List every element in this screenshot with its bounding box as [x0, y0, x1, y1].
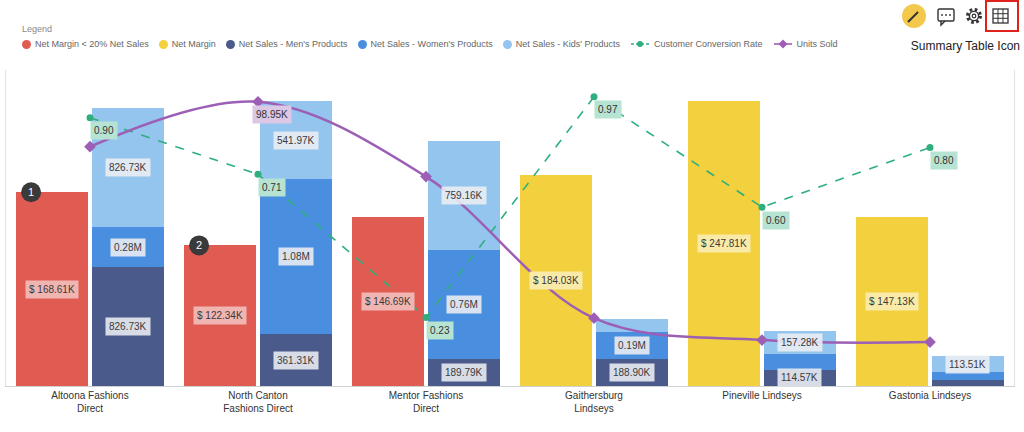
svg-text:$ 146.69K: $ 146.69K [365, 296, 411, 307]
svg-text:189.79K: 189.79K [445, 367, 483, 378]
svg-text:1.08M: 1.08M [282, 251, 310, 262]
svg-text:361.31K: 361.31K [277, 355, 315, 366]
svg-text:759.16K: 759.16K [445, 190, 483, 201]
html-text:Net Sales - Kids' Products: Net Sales - Kids' Products [515, 39, 620, 49]
html-text:Units Sold: Units Sold [796, 39, 838, 49]
svg-text:North CantonFashions Direct: North CantonFashions Direct [223, 390, 293, 414]
html-text:Net Sales - Men's Products: Net Sales - Men's Products [238, 39, 348, 49]
svg-text:826.73K: 826.73K [109, 321, 147, 332]
svg-text:826.73K: 826.73K [109, 162, 147, 173]
svg-text:$ 168.61K: $ 168.61K [29, 284, 75, 295]
html-text:Net Sales - Women's Products: Net Sales - Women's Products [370, 39, 493, 49]
svg-text:0.28M: 0.28M [114, 242, 142, 253]
svg-text:$ 147.13K: $ 147.13K [869, 296, 915, 307]
svg-text:$ 122.34K: $ 122.34K [197, 310, 243, 321]
svg-text:157.28K: 157.28K [781, 337, 819, 348]
svg-text:98.95K: 98.95K [256, 109, 288, 120]
svg-text:113.51K: 113.51K [949, 359, 986, 370]
svg-text:$ 184.03K: $ 184.03K [533, 275, 579, 286]
html-text:Summary Table Icon: Summary Table Icon [910, 39, 1020, 53]
svg-text:188.90K: 188.90K [613, 367, 651, 378]
html-text:Net Margin: Net Margin [171, 39, 216, 49]
svg-text:0.19M: 0.19M [618, 340, 646, 351]
svg-text:0.90: 0.90 [94, 125, 114, 136]
svg-text:114.57K: 114.57K [781, 372, 818, 383]
svg-text:2: 2 [196, 239, 202, 251]
svg-text:Gastonia Lindseys: Gastonia Lindseys [889, 390, 971, 401]
svg-text:0.80: 0.80 [934, 155, 954, 166]
html-text:Customer Conversion Rate: Customer Conversion Rate [654, 39, 763, 49]
svg-text:1: 1 [28, 186, 34, 198]
svg-text:$ 247.81K: $ 247.81K [701, 238, 747, 249]
svg-text:Pineville Lindseys: Pineville Lindseys [722, 390, 802, 401]
svg-text:0.71: 0.71 [262, 182, 282, 193]
svg-text:0.23: 0.23 [430, 325, 450, 336]
svg-text:GaithersburgLindseys: GaithersburgLindseys [565, 390, 623, 414]
svg-text:Altoona FashionsDirect: Altoona FashionsDirect [51, 390, 128, 414]
html-text:Net Margin < 20% Net Sales: Net Margin < 20% Net Sales [35, 39, 149, 49]
svg-text:0.76M: 0.76M [450, 299, 478, 310]
svg-text:Mentor FashionsDirect: Mentor FashionsDirect [389, 390, 463, 414]
svg-text:541.97K: 541.97K [277, 135, 315, 146]
svg-text:0.97: 0.97 [598, 104, 618, 115]
html-text:Legend: Legend [22, 24, 52, 34]
svg-text:0.60: 0.60 [766, 215, 786, 226]
